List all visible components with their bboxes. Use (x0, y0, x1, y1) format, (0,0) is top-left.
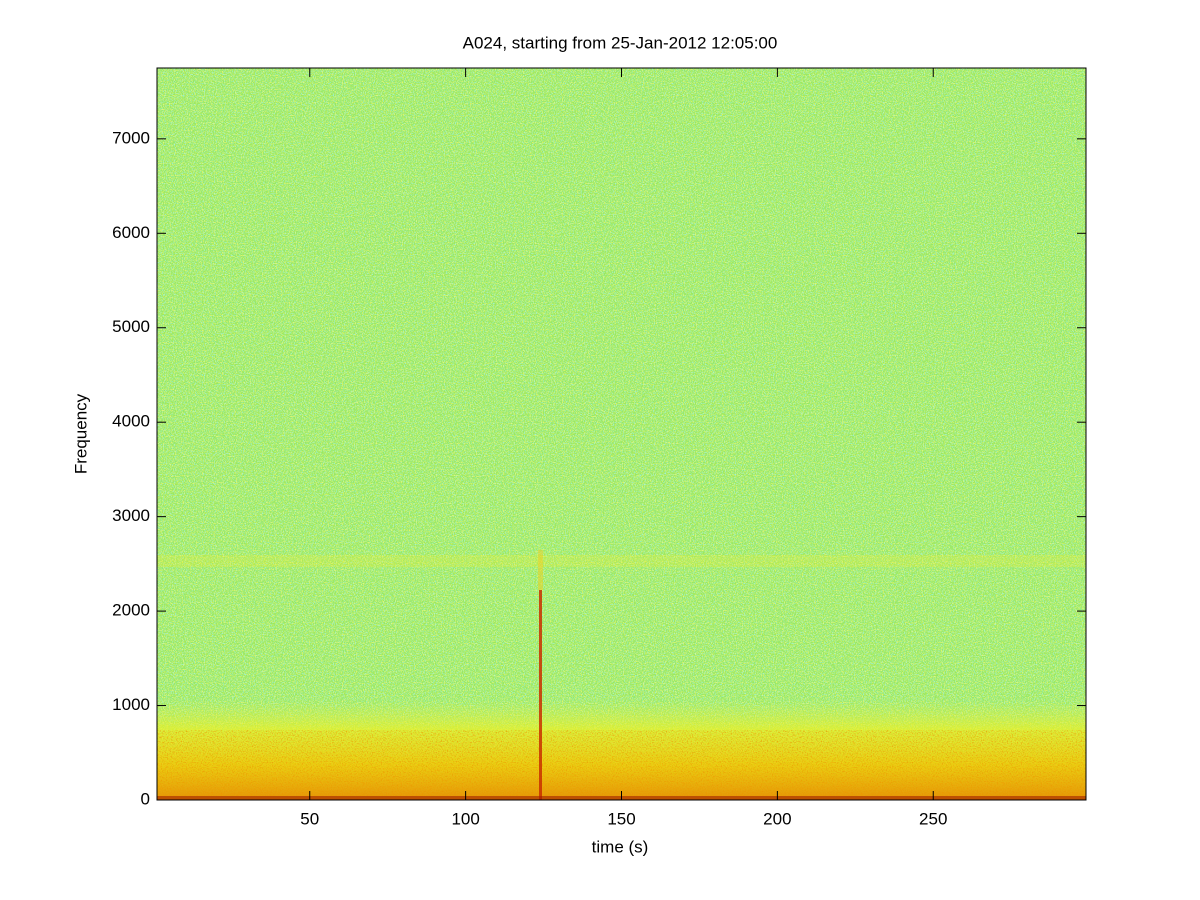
spectrogram-transient (538, 550, 543, 590)
y-tick-label: 0 (141, 789, 150, 808)
x-tick-label: 200 (763, 809, 791, 828)
spectrogram-transient (539, 590, 542, 800)
y-tick-label: 2000 (112, 601, 150, 620)
y-tick-label: 3000 (112, 506, 150, 525)
y-tick-label: 5000 (112, 317, 150, 336)
y-tick-label: 6000 (112, 223, 150, 242)
y-tick-label: 4000 (112, 412, 150, 431)
y-axis-label: Frequency (71, 393, 90, 474)
y-tick-label: 7000 (112, 128, 150, 147)
plot-area (157, 68, 1086, 800)
spectrogram-mid-band (157, 555, 1086, 567)
x-tick-label: 100 (451, 809, 479, 828)
spectrogram-texture (157, 68, 1086, 800)
x-tick-label: 250 (919, 809, 947, 828)
spectrogram-low-texture (157, 730, 1086, 800)
y-tick-label: 1000 (112, 695, 150, 714)
x-tick-label: 50 (300, 809, 319, 828)
x-tick-label: 150 (607, 809, 635, 828)
chart-title: A024, starting from 25-Jan-2012 12:05:00 (463, 33, 778, 52)
x-axis-label: time (s) (592, 837, 649, 856)
